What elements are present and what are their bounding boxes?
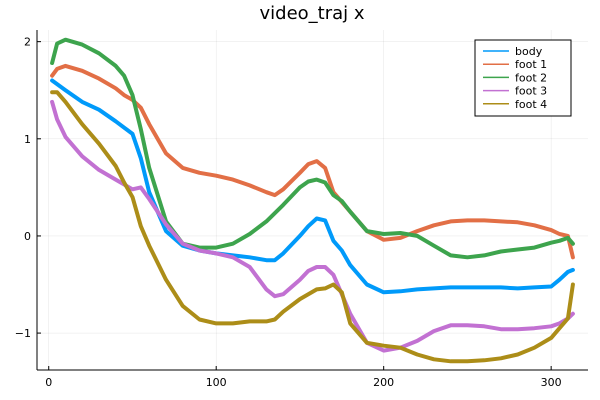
series-line-body <box>50 78 575 295</box>
tick-labels: 0 100 200 300 −1 0 1 2 <box>15 36 562 389</box>
x-tick-label: 300 <box>541 376 562 389</box>
legend-label: foot 4 <box>515 98 547 111</box>
series-line-foot-2 <box>50 37 575 260</box>
y-tick-label: 0 <box>24 230 31 243</box>
x-tick-label: 0 <box>45 376 52 389</box>
legend-label: foot 2 <box>515 71 547 84</box>
legend-label: body <box>515 45 543 58</box>
y-tick-label: 2 <box>24 36 31 49</box>
series-layer <box>50 37 575 364</box>
x-tick-label: 100 <box>206 376 227 389</box>
series-line-foot-1 <box>50 63 575 260</box>
chart-title: video_traj x <box>259 3 364 24</box>
series-line-foot-3 <box>50 99 575 353</box>
y-tick-label: 1 <box>24 133 31 146</box>
y-tick-label: −1 <box>15 327 31 340</box>
legend-label: foot 1 <box>515 58 547 71</box>
axis-layer <box>36 30 588 371</box>
x-tick-label: 200 <box>373 376 394 389</box>
series-line-foot-4 <box>50 90 575 364</box>
legend-label: foot 3 <box>515 85 547 98</box>
